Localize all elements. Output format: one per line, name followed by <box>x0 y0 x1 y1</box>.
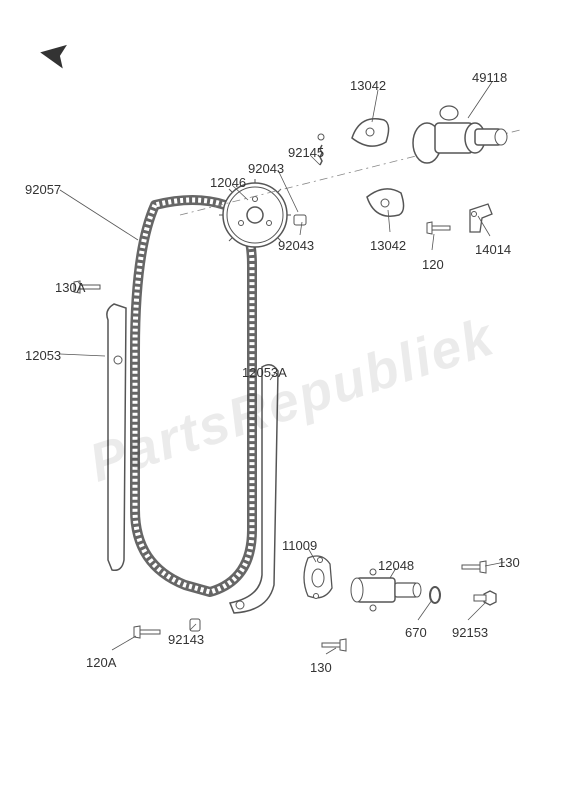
label-14014: 14014 <box>475 242 511 257</box>
label-13042-a: 13042 <box>350 78 386 93</box>
label-13042-b: 13042 <box>370 238 406 253</box>
label-92057: 92057 <box>25 182 61 197</box>
label-670: 670 <box>405 625 427 640</box>
label-130-b: 130 <box>310 660 332 675</box>
label-92143: 92143 <box>168 632 204 647</box>
label-92043-b: 92043 <box>278 238 314 253</box>
label-12048: 12048 <box>378 558 414 573</box>
label-92145: 92145 <box>288 145 324 160</box>
label-92043-a: 92043 <box>248 161 284 176</box>
label-12046: 12046 <box>210 175 246 190</box>
label-12053a: 12053A <box>242 365 287 380</box>
label-12053: 12053 <box>25 348 61 363</box>
diagram-container: PartsRepubliek 13042 49118 92145 92043 1… <box>0 0 584 800</box>
parts-illustration <box>0 0 584 800</box>
label-120a: 120A <box>86 655 116 670</box>
label-92153: 92153 <box>452 625 488 640</box>
label-130-a: 130 <box>498 555 520 570</box>
label-130a: 130A <box>55 280 85 295</box>
label-11009: 11009 <box>282 538 317 553</box>
label-49118: 49118 <box>472 70 507 85</box>
label-120: 120 <box>422 257 444 272</box>
